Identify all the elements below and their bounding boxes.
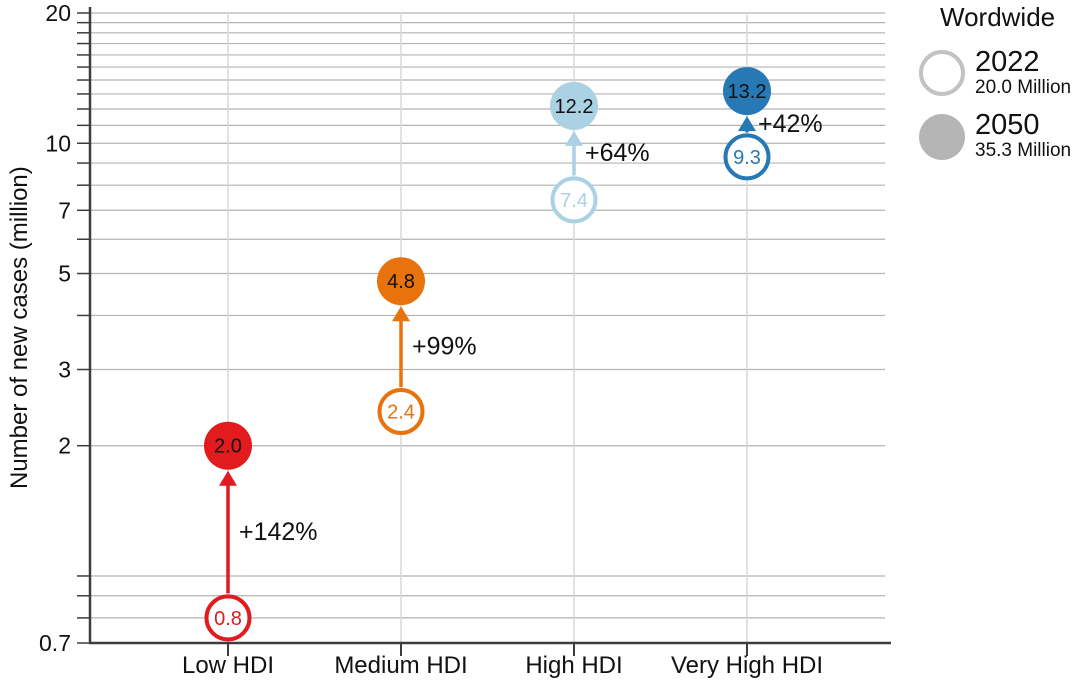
growth-arrow-head-very-high-hdi	[738, 116, 756, 132]
marker-2050-value-medium-hdi: 4.8	[387, 271, 415, 293]
marker-2022-high-hdi	[550, 176, 598, 224]
y-tick-label: 20	[45, 0, 71, 26]
marker-2050-high-hdi	[550, 81, 598, 130]
marker-2022-value-medium-hdi: 2.4	[387, 401, 415, 423]
y-tick-label: 5	[58, 261, 71, 287]
y-tick-label: 0.7	[39, 630, 71, 656]
marker-2022-value-very-high-hdi: 9.3	[733, 147, 761, 169]
marker-2022-very-high-hdi	[723, 133, 771, 181]
marker-2022-value-low-hdi: 0.8	[214, 608, 242, 630]
marker-2050-medium-hdi	[377, 257, 425, 306]
legend-year-2022: 2022	[975, 46, 1040, 78]
legend-open-circle-icon	[919, 50, 965, 97]
y-tick-label: 10	[45, 130, 71, 156]
change-label-very-high-hdi: +42%	[758, 110, 823, 138]
legend-item-2022: 2022 20.0 Million	[903, 46, 1080, 98]
change-label-low-hdi: +142%	[239, 518, 318, 546]
legend: Wordwide 2022 20.0 Million 2050 35.3 Mil…	[903, 2, 1080, 175]
marker-2050-low-hdi	[204, 421, 252, 470]
legend-year-2050: 2050	[975, 109, 1040, 142]
legend-title: Wordwide	[940, 2, 1056, 32]
marker-2050-value-high-hdi: 12.2	[555, 96, 594, 118]
marker-2050-very-high-hdi	[723, 67, 771, 116]
change-label-medium-hdi: +99%	[412, 333, 477, 361]
x-category-label-low-hdi: Low HDI	[182, 652, 274, 679]
growth-arrow-head-medium-hdi	[392, 306, 410, 322]
y-tick-label: 3	[58, 357, 71, 383]
x-category-label-medium-hdi: Medium HDI	[334, 652, 467, 679]
y-axis-title: Number of new cases (million)	[6, 166, 33, 490]
growth-arrow-head-high-hdi	[565, 130, 583, 146]
legend-filled-circle-icon	[919, 113, 965, 160]
marker-2022-value-high-hdi: 7.4	[560, 190, 588, 212]
y-tick-label: 2	[58, 433, 71, 459]
marker-2022-low-hdi	[204, 594, 252, 642]
marker-2050-value-very-high-hdi: 13.2	[728, 81, 767, 103]
x-category-label-high-hdi: High HDI	[525, 652, 622, 679]
marker-2050-value-low-hdi: 2.0	[214, 436, 242, 458]
marker-2022-medium-hdi	[377, 387, 425, 435]
legend-total-2022: 20.0 Million	[975, 76, 1072, 98]
growth-arrow-head-low-hdi	[219, 470, 237, 486]
y-tick-label: 7	[58, 197, 71, 223]
change-label-high-hdi: +64%	[585, 139, 650, 167]
legend-item-2050: 2050 35.3 Million	[903, 111, 1080, 161]
legend-total-2050: 35.3 Million	[975, 140, 1072, 162]
x-category-label-very-high-hdi: Very High HDI	[671, 652, 823, 679]
